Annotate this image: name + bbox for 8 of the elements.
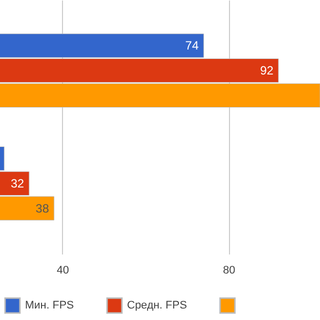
x-tick-label: 40 [56, 264, 69, 276]
legend-label: Мин. FPS [25, 300, 74, 312]
data-label: 32 [10, 176, 24, 190]
data-label: 74 [185, 38, 199, 53]
data-label: 38 [36, 201, 50, 216]
data-label: 92 [260, 64, 274, 78]
legend-label: Средн. FPS [127, 300, 187, 312]
x-tick-label: 80 [222, 264, 236, 276]
